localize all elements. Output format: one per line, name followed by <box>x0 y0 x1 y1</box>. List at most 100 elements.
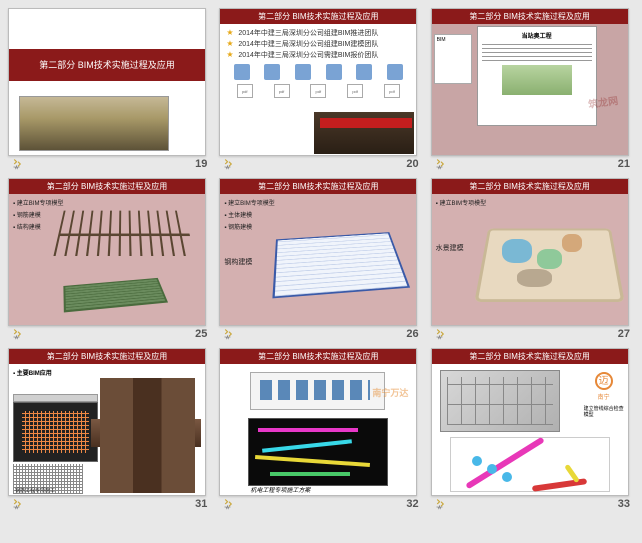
water-blob <box>517 269 552 287</box>
bullet-2: ★2014年中建三局深圳分公司组建BIM建模团队 <box>224 39 412 49</box>
bullet-list: ▪ 建立BIM专项模型 ▪ 主体建模 ▪ 钢筋建模 钢构建模 <box>224 198 274 270</box>
app-icon <box>387 64 403 80</box>
title-bar: 第二部分 BIM技术实施过程及应用 <box>432 9 628 24</box>
doc-line <box>482 56 592 57</box>
slide-20[interactable]: 第二部分 BIM技术实施过程及应用 ★2014年中建三局深圳分公司组建BIM推进… <box>219 8 417 156</box>
slide-19-wrap: 第二部分 BIM技术实施过程及应用 19 <box>8 8 211 170</box>
bullet: ▪ 结构建模 <box>13 222 63 231</box>
doc-line <box>482 52 592 53</box>
page-number: 20 <box>406 158 418 170</box>
bullet-list: ▪ 建立BIM专项模型 水景建模 <box>436 198 486 256</box>
bullet-1-text: 2014年中建三局深圳分公司组建BIM推进团队 <box>238 30 378 37</box>
doc-icon: pdf <box>237 84 253 98</box>
doc-line <box>482 44 592 45</box>
slide-25-wrap: 第二部分 BIM技术实施过程及应用 ▪ 建立BIM专项模型 ▪ 钢筋建模 ▪ 结… <box>8 178 211 340</box>
slide-21-footer: 21 <box>431 156 634 170</box>
section-title-band: 第二部分 BIM技术实施过程及应用 <box>9 49 205 81</box>
doc-icon: pdf <box>310 84 326 98</box>
bullet-3: ★ 2014年中建三局深圳分公司需建BIM报价团队 <box>224 50 412 60</box>
page-number: 21 <box>618 158 630 170</box>
slide-33[interactable]: 第二部分 BIM技术实施过程及应用 迈 南宁 建立管线综合检查模型 <box>431 348 629 496</box>
cad-toolbar <box>13 394 98 402</box>
title-bar: 第二部分 BIM技术实施过程及应用 <box>9 179 205 194</box>
label: 钢构建模 <box>224 257 274 267</box>
steel-frame-model <box>273 232 411 298</box>
structure-3d <box>440 370 560 432</box>
slide-body: ★2014年中建三局深圳分公司组建BIM推进团队 ★2014年中建三局深圳分公司… <box>220 24 416 156</box>
bullet-3-text: 2014年中建三局深圳分公司需建BIM报价团队 <box>238 52 378 59</box>
logo-circle-icon: 迈 <box>595 372 613 390</box>
star-icon: ★ <box>226 28 233 37</box>
meeting-banner <box>320 118 412 128</box>
bullet: ▪ 钢筋建模 <box>224 222 274 231</box>
cad-view <box>13 402 98 462</box>
diag-dot-cyan <box>502 472 512 482</box>
app-icon <box>295 64 311 80</box>
slide-20-wrap: 第二部分 BIM技术实施过程及应用 ★2014年中建三局深圳分公司组建BIM推进… <box>219 8 422 170</box>
star-icon: ★ <box>226 50 233 59</box>
caption: 钢筋工程专项施工 <box>15 487 55 494</box>
page-number: 33 <box>618 498 630 510</box>
slide-32-footer: 32 <box>219 496 422 510</box>
slide-20-footer: 20 <box>219 156 422 170</box>
slide-31-wrap: 第二部分 BIM技术实施过程及应用 ▪ 主要BIM应用 钢筋工程专项施工 31 <box>8 348 211 510</box>
side-table: BIM <box>434 34 472 84</box>
slide-body: ▪ 建立BIM专项模型 水景建模 <box>432 194 628 326</box>
slide-27[interactable]: 第二部分 BIM技术实施过程及应用 ▪ 建立BIM专项模型 水景建模 <box>431 178 629 326</box>
doc-line <box>482 48 592 49</box>
slide-19[interactable]: 第二部分 BIM技术实施过程及应用 <box>8 8 206 156</box>
document-preview: 当站奥工程 <box>477 26 597 126</box>
doc-image <box>502 65 572 95</box>
app-icon <box>264 64 280 80</box>
slide-body: BIM 当站奥工程 筑龙网 <box>432 24 628 156</box>
animation-icon <box>12 158 24 170</box>
slide-26[interactable]: 第二部分 BIM技术实施过程及应用 ▪ 建立BIM专项模型 ▪ 主体建模 ▪ 钢… <box>219 178 417 326</box>
slide-body: 迈 南宁 建立管线综合检查模型 <box>432 364 628 496</box>
heading: ▪ 主要BIM应用 <box>13 368 52 377</box>
bullet-list: ▪ 建立BIM专项模型 ▪ 钢筋建模 ▪ 结构建模 <box>13 198 63 234</box>
pipe-magenta <box>258 428 358 432</box>
page-number: 26 <box>406 328 418 340</box>
slide-body: ▪ 主要BIM应用 钢筋工程专项施工 <box>9 364 205 496</box>
caption: 机电工程专项施工方案 <box>250 485 310 494</box>
water-blob <box>562 234 582 252</box>
title-bar: 第二部分 BIM技术实施过程及应用 <box>220 349 416 364</box>
slide-body: 南宁万达 机电工程专项施工方案 <box>220 364 416 496</box>
diag-dot-cyan <box>472 456 482 466</box>
animation-icon <box>223 328 235 340</box>
bullet: ▪ 建立BIM专项模型 <box>224 198 274 207</box>
slide-21[interactable]: 第二部分 BIM技术实施过程及应用 BIM 当站奥工程 筑龙网 <box>431 8 629 156</box>
title-bar: 第二部分 BIM技术实施过程及应用 <box>9 349 205 364</box>
slide-27-wrap: 第二部分 BIM技术实施过程及应用 ▪ 建立BIM专项模型 水景建模 27 <box>431 178 634 340</box>
slide-grid: 第二部分 BIM技术实施过程及应用 19 第二部分 BIM技术实施过程及应用 ★… <box>8 8 634 510</box>
bullet: ▪ 主体建模 <box>224 210 274 219</box>
slide-32[interactable]: 第二部分 BIM技术实施过程及应用 南宁万达 机电工程专项施工方案 <box>219 348 417 496</box>
column-model <box>100 378 195 493</box>
animation-icon <box>435 498 447 510</box>
animation-icon <box>12 498 24 510</box>
slide-19-footer: 19 <box>8 156 211 170</box>
page-number: 19 <box>195 158 207 170</box>
water-blob <box>537 249 562 269</box>
wanda-logo: 迈 南宁 <box>584 372 624 401</box>
slide-26-footer: 26 <box>219 326 422 340</box>
animation-icon <box>223 158 235 170</box>
slide-27-footer: 27 <box>431 326 634 340</box>
diag-dot-cyan <box>487 464 497 474</box>
page-number: 25 <box>195 328 207 340</box>
bullet-1: ★ 2014年中建三局深圳分公司组建BIM推进团队 <box>224 28 412 38</box>
slide-32-wrap: 第二部分 BIM技术实施过程及应用 南宁万达 机电工程专项施工方案 32 <box>219 348 422 510</box>
app-icon <box>234 64 250 80</box>
slide-body: ▪ 建立BIM专项模型 ▪ 主体建模 ▪ 钢筋建模 钢构建模 <box>220 194 416 326</box>
app-icon <box>326 64 342 80</box>
slide-25[interactable]: 第二部分 BIM技术实施过程及应用 ▪ 建立BIM专项模型 ▪ 钢筋建模 ▪ 结… <box>8 178 206 326</box>
watermark: 南宁万达 <box>372 386 408 399</box>
animation-icon <box>12 328 24 340</box>
animation-icon <box>223 498 235 510</box>
slide-31[interactable]: 第二部分 BIM技术实施过程及应用 ▪ 主要BIM应用 钢筋工程专项施工 <box>8 348 206 496</box>
doc-icon: pdf <box>274 84 290 98</box>
star-icon: ★ <box>226 39 233 48</box>
page-number: 32 <box>406 498 418 510</box>
pipe-green <box>270 472 350 476</box>
bullet: ▪ 钢筋建模 <box>13 210 63 219</box>
